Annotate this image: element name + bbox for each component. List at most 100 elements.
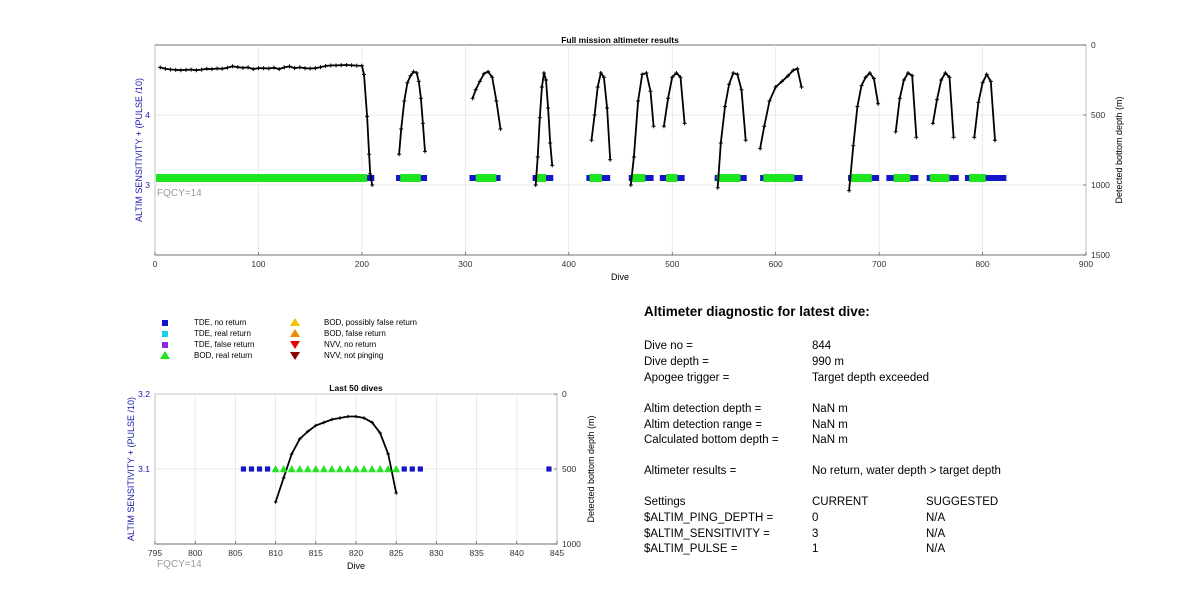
- bottom-depth-line: [848, 71, 879, 191]
- depth-point-marker: [731, 71, 736, 75]
- square-marker-icon: [160, 329, 170, 339]
- main-right-axis-label: Detected bottom depth (m): [1114, 96, 1124, 203]
- altimeter-diagnostic-panel: Altimeter diagnostic for latest dive: Di…: [644, 304, 1164, 604]
- tde-no-return-point: [409, 466, 415, 472]
- depth-point-marker: [287, 64, 292, 69]
- depth-point-marker: [420, 121, 425, 126]
- bod-real-return-band: [156, 174, 368, 182]
- depth-point-marker: [158, 65, 163, 70]
- depth-point-marker: [718, 141, 723, 145]
- diagnostic-title: Altimeter diagnostic for latest dive:: [644, 304, 870, 319]
- right-tick-label: 500: [1091, 110, 1105, 120]
- calculated-bottom-depth-row: Calculated bottom depth = NaN m: [644, 434, 848, 446]
- depth-point-marker: [302, 66, 307, 71]
- depth-point-marker: [256, 66, 261, 71]
- depth-point-marker: [533, 183, 538, 187]
- depth-point-marker: [359, 63, 364, 68]
- depth-point-marker: [871, 76, 876, 81]
- depth-point-marker: [225, 65, 230, 70]
- bod-real-return-point: [287, 465, 296, 473]
- sensitivity-setting-row: $ALTIM_SENSITIVITY = 3 N/A: [644, 528, 946, 540]
- bottom-depth-line: [973, 72, 996, 141]
- depth-point-marker: [631, 155, 636, 159]
- depth-point-marker: [863, 75, 868, 80]
- bod-real-return-band: [929, 174, 950, 182]
- x-tick-label: 100: [251, 259, 265, 269]
- triangle-up-marker-icon: [160, 351, 170, 361]
- depth-point-marker: [405, 80, 410, 85]
- depth-point-marker: [984, 72, 989, 77]
- right-tick-label: 1500: [1091, 250, 1110, 260]
- depth-point-marker: [313, 66, 318, 71]
- depth-point-marker: [277, 67, 282, 72]
- x-tick-label: 400: [562, 259, 576, 269]
- depth-point-marker: [548, 141, 553, 145]
- depth-point-marker: [490, 75, 495, 80]
- depth-point-marker: [354, 414, 358, 419]
- apogee-trigger-row: Apogee trigger = Target depth exceeded: [644, 372, 930, 384]
- x-tick-label: 835: [470, 548, 484, 558]
- depth-point-marker: [550, 163, 555, 168]
- depth-point-marker: [178, 68, 183, 73]
- depth-point-marker: [901, 78, 906, 82]
- bottom-depth-line: [663, 71, 686, 127]
- tde-no-return-point: [248, 466, 255, 472]
- dive-depth-row: Dive depth = 990 m: [644, 356, 844, 368]
- depth-point-marker: [322, 420, 326, 425]
- depth-point-marker: [906, 71, 911, 75]
- y-tick-label: 3.1: [138, 464, 150, 474]
- x-tick-label: 830: [429, 548, 443, 558]
- depth-point-marker: [648, 89, 653, 94]
- depth-point-marker: [308, 66, 313, 71]
- triangle-down-marker-icon: [290, 351, 300, 361]
- triangle-up-marker-icon: [290, 329, 300, 339]
- depth-point-marker: [365, 114, 370, 119]
- depth-point-marker: [397, 152, 402, 157]
- depth-point-marker: [743, 138, 748, 143]
- depth-point-marker: [544, 78, 549, 82]
- tde-no-return-point: [264, 466, 271, 472]
- x-tick-label: 820: [349, 548, 363, 558]
- bottom-depth-line: [894, 71, 918, 138]
- y-tick-label: 3.2: [138, 389, 150, 399]
- depth-point-marker: [282, 65, 287, 70]
- depth-point-marker: [735, 72, 740, 77]
- depth-point-marker: [661, 124, 666, 129]
- depth-point-marker: [394, 491, 398, 495]
- bod-real-return-band: [475, 174, 497, 182]
- depth-point-marker: [362, 416, 366, 420]
- depth-point-marker: [535, 155, 540, 159]
- depth-point-marker: [628, 183, 633, 187]
- bod-real-return-band: [666, 174, 678, 182]
- x-tick-label: 0: [153, 259, 158, 269]
- depth-point-marker: [289, 452, 294, 456]
- depth-point-marker: [271, 65, 276, 70]
- depth-point-marker: [334, 63, 339, 68]
- depth-point-marker: [876, 101, 881, 106]
- x-tick-label: 800: [975, 259, 989, 269]
- depth-point-marker: [592, 113, 597, 117]
- depth-point-marker: [323, 64, 328, 68]
- depth-point-marker: [914, 135, 919, 140]
- depth-point-marker: [910, 73, 915, 78]
- bottom-depth-line: [471, 70, 502, 130]
- tde-no-return-point: [401, 466, 407, 472]
- square-marker-icon: [160, 340, 170, 350]
- depth-point-marker: [339, 63, 344, 68]
- recent-y-axis-label: ALTIM SENSITIVITY + (PULSE /10): [126, 397, 136, 541]
- depth-point-marker: [595, 85, 600, 89]
- x-tick-label: 500: [665, 259, 679, 269]
- depth-point-marker: [330, 417, 334, 422]
- depth-point-marker: [251, 67, 256, 72]
- bod-real-return-point: [303, 465, 312, 473]
- bod-real-return-band: [763, 174, 795, 182]
- depth-point-marker: [739, 87, 744, 92]
- depth-point-marker: [328, 63, 333, 68]
- depth-point-marker: [867, 71, 872, 75]
- depth-point-marker: [416, 79, 421, 84]
- square-marker-icon: [160, 318, 170, 328]
- recent-x-axis-label: Dive: [347, 561, 365, 571]
- depth-point-marker: [215, 66, 220, 71]
- depth-point-marker: [644, 71, 649, 75]
- bod-real-return-point: [368, 465, 376, 473]
